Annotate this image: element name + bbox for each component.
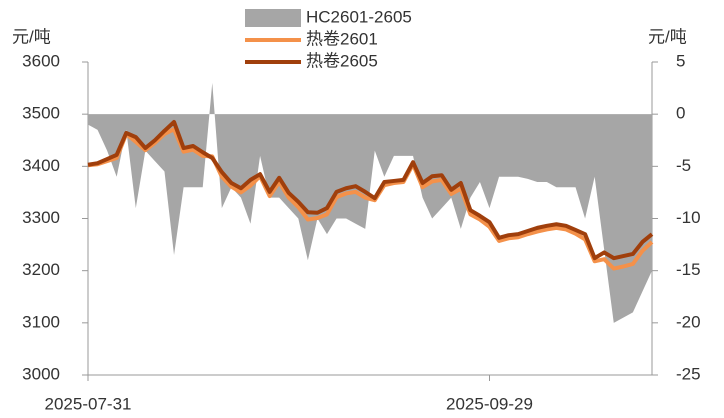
y2-tick-label: 0: [676, 104, 685, 123]
y2-axis-label: 元/吨: [648, 27, 687, 46]
x-tick-label: 2025-09-29: [446, 394, 533, 413]
y2-tick-label: -10: [676, 208, 701, 227]
legend-label: HC2601-2605: [306, 7, 412, 26]
y2-tick-label: -5: [676, 156, 691, 175]
legend-label: 热卷2605: [306, 51, 378, 70]
y2-tick-label: -20: [676, 312, 701, 331]
y-tick-label: 3600: [22, 51, 60, 70]
legend-label: 热卷2601: [306, 29, 378, 48]
legend-swatch: [245, 9, 301, 27]
y-tick-label: 3500: [22, 104, 60, 123]
y2-tick-label: 5: [676, 51, 685, 70]
y-tick-label: 3300: [22, 208, 60, 227]
y-tick-label: 3100: [22, 312, 60, 331]
y-axis-label: 元/吨: [12, 27, 51, 46]
y2-tick-label: -25: [676, 364, 701, 383]
y2-tick-label: -15: [676, 260, 701, 279]
spread-area: [88, 82, 652, 323]
y-tick-label: 3000: [22, 364, 60, 383]
x-tick-label: 2025-07-31: [45, 394, 132, 413]
y-tick-label: 3400: [22, 156, 60, 175]
price-line: [87, 119, 654, 261]
y-tick-label: 3200: [22, 260, 60, 279]
